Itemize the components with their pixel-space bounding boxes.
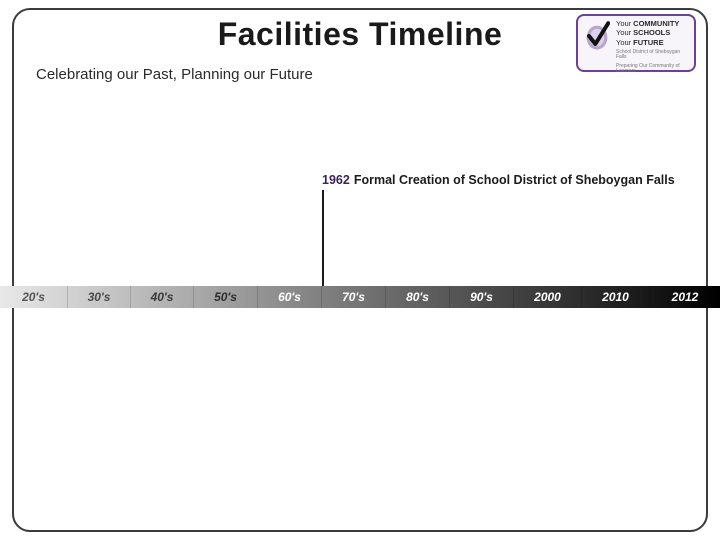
page-subtitle: Celebrating our Past, Planning our Futur… — [36, 66, 313, 83]
axis-segment: 70's — [322, 286, 386, 308]
logo-subtext-2: Preparing Our Community of Learners — [616, 64, 688, 75]
timeline-axis: 20's30's40's50's60's70's80's90's20002010… — [0, 286, 720, 308]
event-year: 1962 — [322, 173, 350, 187]
logo-line-1: YourCOMMUNITY — [616, 20, 688, 28]
axis-segment: 20's — [0, 286, 68, 308]
district-logo: YourCOMMUNITY YourSCHOOLS YourFUTURE Sch… — [576, 14, 696, 72]
logo-line-3: YourFUTURE — [616, 39, 688, 47]
axis-segment: 80's — [386, 286, 450, 308]
event-connector-line — [322, 190, 324, 286]
axis-segment: 2012 — [650, 286, 720, 308]
logo-line-2: YourSCHOOLS — [616, 29, 688, 37]
axis-segment: 40's — [131, 286, 194, 308]
timeline-event: 1962 Formal Creation of School District o… — [322, 173, 675, 187]
event-description: Formal Creation of School District of Sh… — [354, 173, 675, 187]
axis-segment: 2010 — [582, 286, 650, 308]
slide-frame — [12, 8, 708, 532]
axis-segment: 2000 — [514, 286, 582, 308]
logo-text: YourCOMMUNITY YourSCHOOLS YourFUTURE Sch… — [616, 20, 688, 75]
axis-segment: 50's — [194, 286, 258, 308]
logo-subtext-1: School District of Sheboygan Falls — [616, 50, 688, 61]
axis-segment: 90's — [450, 286, 514, 308]
checkmark-icon — [584, 20, 610, 52]
axis-segment: 60's — [258, 286, 322, 308]
axis-segment: 30's — [68, 286, 131, 308]
